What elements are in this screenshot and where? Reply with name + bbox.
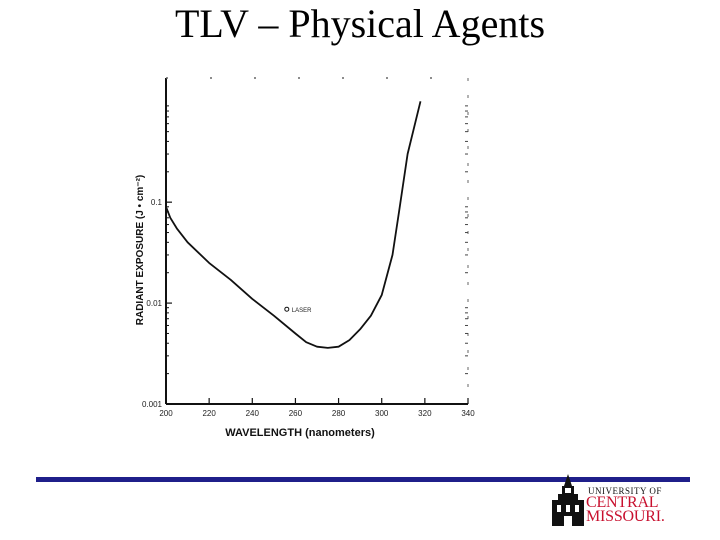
y-tick-label: 0.001 xyxy=(142,400,163,409)
logo-text-central: CENTRAL xyxy=(586,494,659,511)
annotation-label: LASER xyxy=(292,308,312,314)
chart: 200 220 240 260 280 300 320 340 0.001 0.01 0.1 LA… xyxy=(135,77,475,439)
bell-tower-icon xyxy=(552,474,584,526)
y-tick-label: 0.1 xyxy=(151,198,163,207)
chart-frame xyxy=(165,77,469,405)
y-ticks: 0.001 0.01 0.1 xyxy=(142,105,468,409)
series-line xyxy=(165,101,422,349)
x-ticks: 200 220 240 260 280 300 320 340 xyxy=(159,398,475,418)
y-axis-label: RADIANT EXPOSURE (J • cm⁻²) xyxy=(135,175,146,325)
footer-rule xyxy=(36,477,690,482)
y-tick-label: 0.01 xyxy=(146,299,162,308)
annotation-group: LASER xyxy=(284,306,312,314)
x-tick-label: 240 xyxy=(246,409,260,418)
x-tick-label: 340 xyxy=(461,409,475,418)
series-group xyxy=(165,101,422,349)
logo-text-missouri: MISSOURI. xyxy=(586,508,665,525)
x-tick-label: 300 xyxy=(375,409,389,418)
x-axis-label: WAVELENGTH (nanometers) xyxy=(225,427,375,439)
x-tick-label: 280 xyxy=(332,409,346,418)
x-tick-label: 200 xyxy=(159,409,173,418)
x-tick-label: 320 xyxy=(418,409,432,418)
logo-text-university-of: UNIVERSITY OF xyxy=(588,486,662,496)
university-logo: UNIVERSITY OF CENTRAL MISSOURI. xyxy=(548,470,698,534)
slide-title: TLV – Physical Agents xyxy=(174,1,546,46)
x-tick-label: 260 xyxy=(289,409,303,418)
annotation-marker xyxy=(284,306,290,312)
x-tick-label: 220 xyxy=(202,409,216,418)
